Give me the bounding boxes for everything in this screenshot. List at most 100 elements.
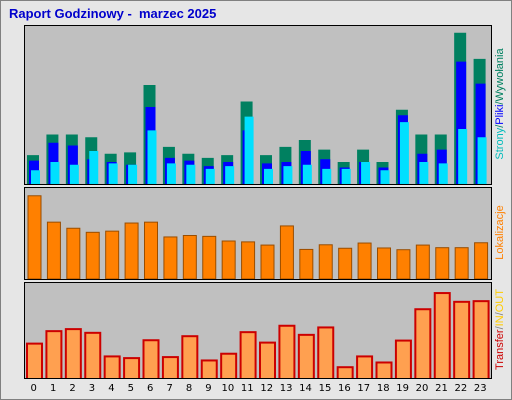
legend-part: Strony bbox=[494, 127, 506, 159]
bar-pliki bbox=[475, 83, 486, 184]
bar-strony bbox=[399, 122, 409, 184]
bar-out bbox=[28, 344, 41, 378]
bar-lokalizacje bbox=[124, 222, 139, 279]
bar-strony bbox=[128, 164, 138, 184]
x-tick-label: 21 bbox=[435, 383, 448, 394]
legend-part: / bbox=[494, 325, 506, 329]
bar-lokalizacje bbox=[474, 242, 489, 279]
bar-lokalizacje bbox=[202, 235, 217, 279]
x-tick-label: 19 bbox=[396, 383, 409, 394]
bar-lokalizacje bbox=[85, 231, 100, 279]
bar-out bbox=[474, 302, 488, 378]
bar-strony bbox=[50, 162, 60, 184]
x-tick-label: 20 bbox=[416, 383, 429, 394]
x-tick-label: 1 bbox=[50, 383, 56, 394]
x-tick-label: 15 bbox=[319, 383, 332, 394]
bar-lokalizacje bbox=[415, 244, 430, 279]
bar-out bbox=[261, 343, 274, 378]
x-tick-label: 4 bbox=[108, 383, 114, 394]
x-tick-label: 5 bbox=[128, 383, 134, 394]
bar-lokalizacje bbox=[377, 247, 391, 279]
x-tick-label: 2 bbox=[69, 383, 75, 394]
bar-lokalizacje bbox=[182, 235, 197, 279]
chart-panel-locations: 50100150200250 bbox=[24, 187, 492, 280]
bar-strony bbox=[89, 151, 99, 184]
bar-lokalizacje bbox=[260, 244, 275, 279]
bar-strony bbox=[264, 168, 273, 184]
x-tick-label: 12 bbox=[260, 383, 273, 394]
bar-out bbox=[222, 354, 236, 378]
transfer-chart: 50M100M150M200M250M bbox=[26, 292, 490, 378]
bar-out bbox=[377, 363, 391, 378]
bar-out bbox=[435, 294, 449, 378]
bar-strony bbox=[322, 168, 332, 184]
legend-text: Lokalizacje bbox=[494, 205, 506, 259]
bar-strony bbox=[361, 162, 371, 184]
bar-out bbox=[163, 358, 177, 378]
bar-strony bbox=[419, 162, 429, 184]
bar-strony bbox=[380, 170, 390, 184]
bar-strony bbox=[108, 163, 118, 184]
bar-lokalizacje bbox=[46, 221, 61, 279]
legend-text: Strony/Pliki/Wywołania bbox=[494, 48, 506, 160]
bar-strony bbox=[205, 168, 215, 184]
legend-part: / bbox=[494, 124, 506, 128]
x-tick-label: 0 bbox=[31, 383, 37, 394]
bar-lokalizacje bbox=[221, 240, 236, 279]
bar-out bbox=[105, 357, 119, 378]
bar-strony bbox=[302, 164, 312, 184]
chart-panel-transfer: 50M100M150M200M250M bbox=[24, 282, 492, 379]
bar-lokalizacje bbox=[396, 249, 411, 279]
legend-locations: Lokalizacje bbox=[494, 205, 506, 259]
legend-part: OUT bbox=[494, 289, 506, 313]
bar-lokalizacje bbox=[299, 248, 314, 279]
bar-strony bbox=[283, 166, 293, 184]
x-tick-label: 8 bbox=[186, 383, 192, 394]
legend-transfer: Transfer/IN/OUT bbox=[494, 289, 506, 370]
bar-out bbox=[66, 330, 80, 378]
bar-strony bbox=[69, 164, 79, 184]
bar-out bbox=[455, 302, 469, 378]
legend-part: / bbox=[494, 311, 506, 315]
x-tick-label: 16 bbox=[338, 383, 351, 394]
x-tick-label: 11 bbox=[241, 383, 254, 394]
hits-chart: 10002k3k4k5k bbox=[27, 32, 487, 184]
legend-part: Wywołania bbox=[494, 48, 506, 102]
bar-lokalizacje bbox=[338, 247, 353, 279]
bar-out bbox=[299, 335, 313, 378]
x-axis-labels: 0 1 2 3 4 5 6 7 8 9 10 11 12 13 14 15 16 17 18 19 20 21 22 23 bbox=[31, 383, 487, 394]
bar-out bbox=[280, 326, 294, 378]
bar-lokalizacje bbox=[279, 225, 294, 279]
bar-lokalizacje bbox=[66, 227, 81, 279]
x-tick-label: 17 bbox=[357, 383, 370, 394]
bar-out bbox=[125, 359, 139, 378]
bar-out bbox=[202, 361, 216, 378]
x-tick-label: 3 bbox=[89, 383, 95, 394]
bar-out bbox=[338, 368, 352, 378]
bar-strony bbox=[225, 166, 235, 184]
bar-strony bbox=[341, 168, 351, 184]
bar-strony bbox=[458, 129, 468, 184]
legend-text: Transfer/IN/OUT bbox=[494, 289, 506, 370]
x-tick-label: 6 bbox=[147, 383, 153, 394]
bar-out bbox=[47, 332, 61, 378]
x-tick-label: 7 bbox=[166, 383, 172, 394]
bar-out bbox=[416, 310, 430, 378]
x-tick-label: 22 bbox=[455, 383, 468, 394]
bar-lokalizacje bbox=[241, 241, 256, 279]
legend-part: Transfer bbox=[494, 329, 506, 370]
bar-lokalizacje bbox=[454, 247, 469, 279]
bar-out bbox=[396, 341, 410, 378]
bar-strony bbox=[244, 116, 254, 184]
x-tick-label: 9 bbox=[205, 383, 211, 394]
x-tick-label: 13 bbox=[280, 383, 293, 394]
x-tick-label: 10 bbox=[222, 383, 235, 394]
legend-part: Lokalizacje bbox=[494, 205, 506, 259]
bar-out bbox=[319, 328, 333, 378]
locations-chart: 50100150200250 bbox=[27, 195, 489, 279]
bar-lokalizacje bbox=[435, 247, 450, 279]
bar-out bbox=[144, 341, 158, 378]
legend-part: IN bbox=[494, 315, 506, 326]
bar-strony bbox=[186, 164, 196, 184]
bar-lokalizacje bbox=[318, 244, 333, 279]
